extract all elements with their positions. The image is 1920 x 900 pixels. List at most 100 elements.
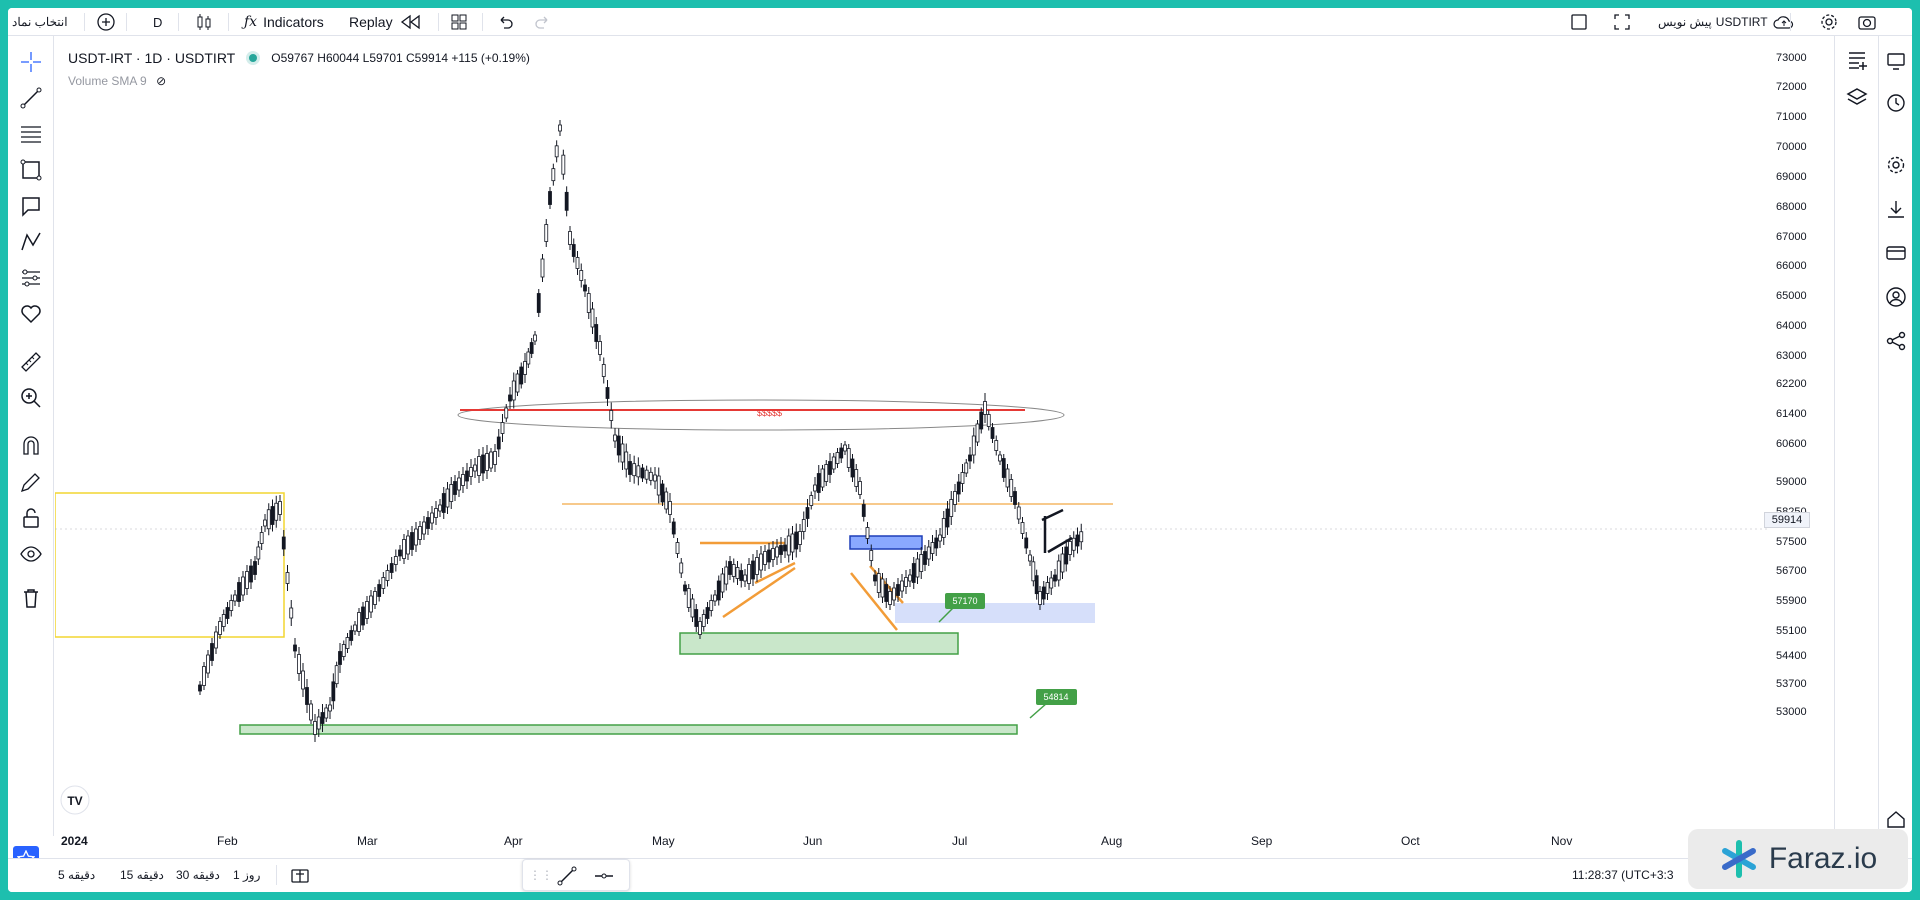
- price-tick-label: 61400: [1776, 408, 1807, 420]
- flag-pattern[interactable]: [1041, 508, 1073, 554]
- redo-button[interactable]: [534, 8, 552, 36]
- candle-body: [598, 341, 602, 355]
- timeframe-5m[interactable]: 5 دقیقه: [58, 868, 96, 882]
- share-icon[interactable]: [1885, 330, 1907, 352]
- candle-body: [960, 472, 965, 484]
- indicators-button[interactable]: ƒx Indicators: [244, 8, 324, 36]
- gear-icon[interactable]: [1885, 154, 1907, 176]
- alert-clock-icon[interactable]: [1885, 92, 1907, 114]
- clock[interactable]: 11:28:37 (UTC+3:3: [1572, 868, 1674, 882]
- liquidity-ellipse[interactable]: [457, 399, 1065, 431]
- candle-body: [873, 574, 877, 582]
- undo-button[interactable]: [496, 8, 514, 36]
- light-blue-zone[interactable]: [895, 603, 1095, 623]
- trend-line-icon[interactable]: [557, 866, 577, 886]
- crosshair-icon[interactable]: [19, 50, 43, 74]
- candle-body: [361, 606, 365, 626]
- heart-icon[interactable]: [19, 302, 43, 326]
- price-tick-label: 68000: [1776, 201, 1807, 213]
- candle-body: [824, 464, 829, 482]
- candle-body: [850, 458, 855, 478]
- lock-icon[interactable]: [19, 506, 43, 530]
- candle-body: [373, 591, 377, 605]
- orange-wedge-line-1[interactable]: [850, 572, 898, 631]
- eye-off-icon[interactable]: ⊘: [156, 74, 167, 88]
- add-symbol-button[interactable]: [96, 8, 116, 36]
- candle-body: [590, 308, 595, 328]
- candle-body: [393, 556, 398, 565]
- candle-body: [839, 447, 844, 459]
- candle-body: [398, 549, 402, 557]
- indicators-label: Indicators: [263, 14, 324, 30]
- ruler-icon[interactable]: [19, 350, 43, 374]
- candle-body: [377, 584, 382, 597]
- candle-body: [675, 542, 680, 554]
- right-sidebar: [1878, 36, 1912, 892]
- drag-handle-icon[interactable]: ⋮⋮: [529, 868, 553, 882]
- candle-body: [605, 387, 610, 399]
- candle-body: [430, 512, 434, 524]
- interval-button[interactable]: D: [153, 14, 163, 30]
- trash-icon[interactable]: [19, 586, 43, 610]
- date-range-icon[interactable]: [290, 866, 310, 886]
- candle-body: [628, 461, 632, 475]
- user-icon[interactable]: [1885, 286, 1907, 308]
- price-chart[interactable]: $$$$$ 57170 54814 TV: [55, 38, 1769, 828]
- forecast-icon[interactable]: [19, 266, 43, 290]
- candle-body: [410, 532, 414, 550]
- candle-body: [831, 456, 836, 470]
- replay-button[interactable]: Replay: [349, 8, 421, 36]
- monitor-icon[interactable]: [1885, 50, 1907, 72]
- trend-line-icon[interactable]: [19, 86, 43, 110]
- time-tick-label: Mar: [357, 834, 378, 848]
- download-icon[interactable]: [1885, 198, 1907, 220]
- label-54814-box[interactable]: [1036, 689, 1077, 705]
- horizontal-line-icon[interactable]: [593, 866, 615, 886]
- layout-button[interactable]: [450, 8, 468, 36]
- layers-icon[interactable]: [1845, 86, 1869, 110]
- fib-retracement-icon[interactable]: [19, 122, 43, 146]
- save-layout-button[interactable]: پیش نویس USDTIRT: [1658, 8, 1796, 36]
- legend-title[interactable]: USDT-IRT · 1D · USDTIRT: [68, 50, 236, 66]
- settings-button[interactable]: [1819, 8, 1839, 36]
- watchlist-icon[interactable]: [1845, 48, 1869, 72]
- yellow-range-box[interactable]: [55, 492, 285, 638]
- card-icon[interactable]: [1885, 242, 1907, 264]
- candle-body: [794, 531, 799, 550]
- candle-body: [256, 546, 261, 560]
- timeframe-15m[interactable]: 15 دقیقه: [120, 868, 164, 882]
- timeframe-1d[interactable]: 1 روز: [233, 868, 261, 882]
- pattern-icon[interactable]: [19, 230, 43, 254]
- candle-body: [369, 595, 373, 613]
- chart-type-button[interactable]: [194, 8, 214, 36]
- snapshot-button[interactable]: [1857, 8, 1877, 36]
- green-demand-zone-upper[interactable]: [679, 632, 959, 655]
- rectangle-icon[interactable]: [19, 158, 43, 182]
- candle-body: [779, 545, 783, 555]
- orange-trend-line-1[interactable]: [722, 566, 796, 619]
- zoom-in-icon[interactable]: [19, 386, 43, 410]
- eye-icon[interactable]: [19, 542, 43, 566]
- symbol-search-button[interactable]: انتخاب نماد: [12, 15, 68, 29]
- label-57170-box[interactable]: [945, 593, 985, 609]
- magnet-icon[interactable]: [19, 434, 43, 458]
- green-demand-zone-lower[interactable]: [239, 724, 1018, 735]
- fullscreen-button[interactable]: [1613, 8, 1631, 36]
- candle-body: [664, 491, 669, 510]
- indicator-label[interactable]: Volume SMA 9: [68, 74, 147, 88]
- orange-trend-line-2[interactable]: [754, 561, 796, 585]
- fullscreen-square-button[interactable]: [1570, 8, 1588, 36]
- candle-body: [489, 451, 493, 469]
- price-tick-label: 54400: [1776, 650, 1807, 662]
- price-axis[interactable]: 73000 72000 71000 70000 69000 68000 67000 66000…: [1764, 38, 1832, 828]
- candle-body: [1041, 586, 1046, 600]
- candle-body: [434, 508, 438, 518]
- timeframe-30m[interactable]: 30 دقیقه: [176, 868, 220, 882]
- pencil-lock-icon[interactable]: [19, 470, 43, 494]
- home-icon[interactable]: [1885, 808, 1907, 830]
- candle-body: [568, 231, 572, 245]
- blue-order-block[interactable]: [849, 535, 923, 550]
- time-axis[interactable]: 2024 Feb Mar Apr May Jun Jul Aug Sep Oct Nov: [55, 828, 1769, 858]
- candle-body: [983, 401, 987, 415]
- callout-icon[interactable]: [19, 194, 43, 218]
